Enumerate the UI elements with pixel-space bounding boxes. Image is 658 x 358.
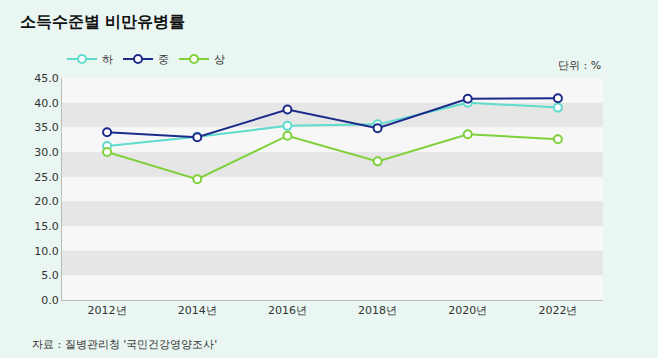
svg-text:5.0: 5.0 bbox=[41, 269, 59, 282]
svg-text:2018년: 2018년 bbox=[358, 304, 397, 317]
svg-text:소득수준별 비만유병률: 소득수준별 비만유병률 bbox=[20, 12, 186, 31]
svg-text:10.0: 10.0 bbox=[34, 245, 59, 258]
svg-text:25.0: 25.0 bbox=[34, 171, 59, 184]
svg-text:자료 : 질병관리청 '국민건강영양조사': 자료 : 질병관리청 '국민건강영양조사' bbox=[32, 338, 217, 351]
svg-text:30.0: 30.0 bbox=[34, 146, 59, 159]
svg-text:하: 하 bbox=[102, 53, 113, 66]
svg-text:2014년: 2014년 bbox=[178, 304, 217, 317]
svg-text:2020년: 2020년 bbox=[448, 304, 487, 317]
svg-text:35.0: 35.0 bbox=[34, 121, 59, 134]
svg-text:0.0: 0.0 bbox=[41, 294, 59, 307]
svg-text:2016년: 2016년 bbox=[268, 304, 307, 317]
svg-text:2012년: 2012년 bbox=[88, 304, 127, 317]
svg-text:15.0: 15.0 bbox=[34, 220, 59, 233]
svg-text:2022년: 2022년 bbox=[538, 304, 577, 317]
svg-text:20.0: 20.0 bbox=[34, 195, 59, 208]
svg-text:상: 상 bbox=[214, 53, 225, 66]
svg-text:45.0: 45.0 bbox=[34, 72, 59, 85]
svg-text:중: 중 bbox=[158, 53, 169, 66]
svg-text:40.0: 40.0 bbox=[34, 97, 59, 110]
svg-text:단위 : %: 단위 : % bbox=[558, 59, 601, 72]
